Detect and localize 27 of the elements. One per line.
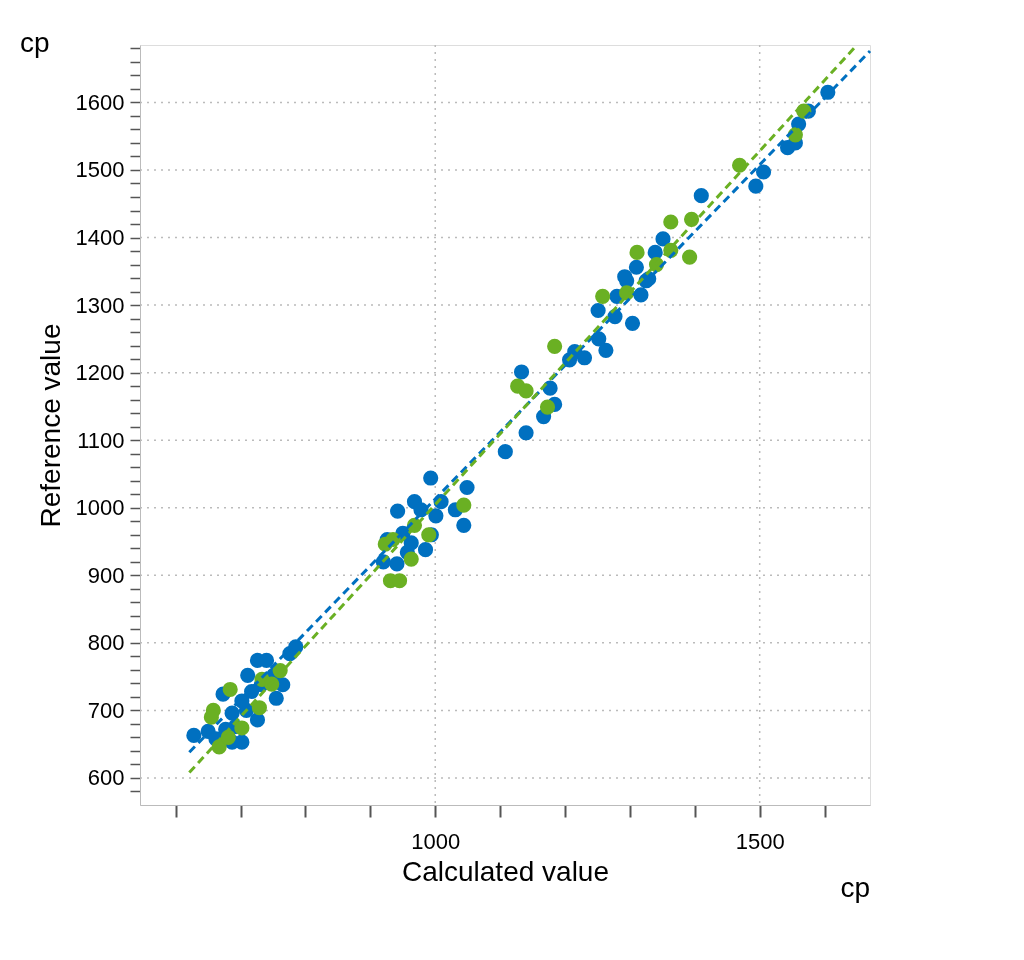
point	[547, 338, 563, 354]
point	[539, 399, 556, 415]
point	[629, 244, 645, 260]
point	[403, 551, 419, 567]
y-tick-label: 1000	[75, 495, 125, 521]
y-axis-title: Reference value	[34, 323, 66, 528]
point	[682, 249, 698, 265]
point	[518, 383, 534, 399]
text: cp	[20, 27, 50, 58]
y-tick-label: 600	[87, 765, 125, 791]
y-tick-label: 1200	[75, 360, 125, 386]
y-tick-label: 800	[87, 630, 125, 656]
text: cp	[840, 872, 870, 903]
y-tick-label: 900	[87, 562, 125, 588]
y-tick-label: 1400	[75, 225, 125, 251]
x-axis-title: Calculated value	[401, 855, 610, 887]
y-tick-label: 1600	[75, 89, 125, 115]
point	[222, 681, 238, 698]
y-tick-label: 1300	[75, 292, 125, 318]
y-tick-label: 1500	[75, 157, 125, 183]
point	[663, 214, 679, 230]
y-tick-label: 1100	[77, 427, 125, 453]
point	[456, 497, 472, 513]
point	[234, 720, 250, 736]
point	[595, 288, 611, 304]
point	[251, 700, 267, 716]
y-tick-label: 700	[87, 697, 125, 723]
